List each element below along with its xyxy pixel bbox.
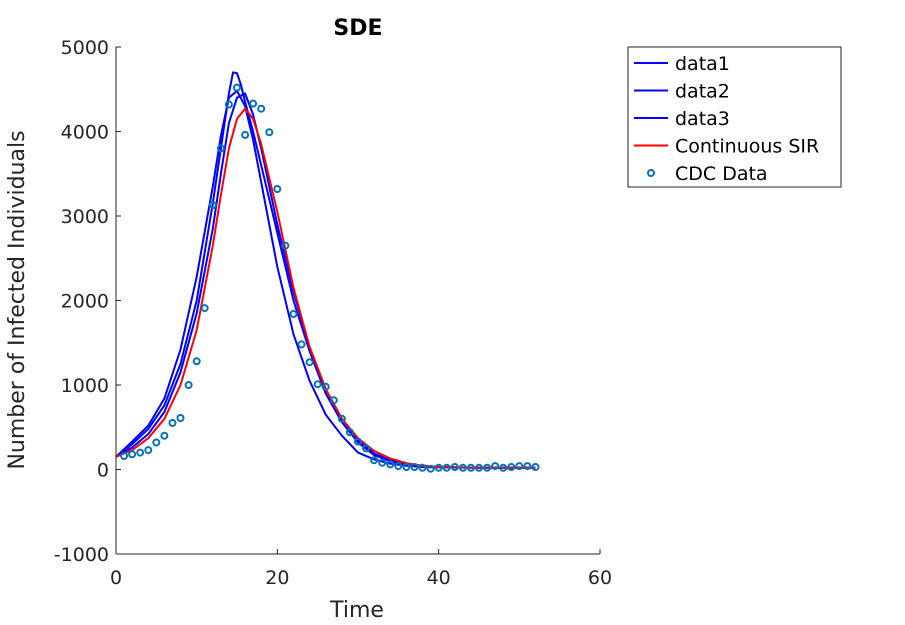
cdc-data-point [313, 380, 322, 389]
cdc-data-point [168, 419, 177, 427]
cdc-data-point [345, 428, 354, 437]
series-line-data1 [115, 71, 536, 469]
cdc-data-point [176, 414, 185, 422]
cdc-data-point [144, 446, 153, 455]
cdc-data-point [394, 462, 403, 471]
chart-title: SDE [333, 16, 382, 41]
y-tick-label: 2000 [61, 291, 109, 313]
cdc-data-point [337, 414, 346, 423]
cdc-data-point [491, 462, 500, 471]
cdc-data-point [184, 381, 193, 389]
cdc-data-point [216, 144, 225, 153]
cdc-data-point [160, 431, 169, 440]
y-axis-label: Number of Infected Individuals [5, 130, 30, 469]
cdc-data-point [224, 100, 233, 109]
cdc-data-point [434, 463, 443, 472]
cdc-data-point [402, 463, 411, 471]
cdc-data-point [386, 460, 395, 469]
legend-label: data1 [675, 53, 730, 75]
legend: data1 data2 data3 Continuous SIR CDC Data [627, 46, 842, 188]
cdc-data-point [273, 185, 282, 193]
cdc-data-point [378, 458, 387, 467]
cdc-data-point [257, 104, 266, 113]
y-tick-label: 5000 [61, 37, 109, 59]
cdc-data-point [515, 462, 524, 471]
legend-label: CDC Data [675, 163, 768, 185]
cdc-data-point [281, 241, 290, 250]
series-line-data3 [115, 92, 536, 469]
cdc-data-point [354, 437, 362, 446]
cdc-data-point [200, 304, 209, 313]
x-tick-label: 60 [588, 567, 612, 589]
cdc-data-point [426, 464, 435, 473]
x-tick-label: 40 [427, 567, 451, 589]
cdc-data-point [410, 463, 419, 471]
cdc-data-point [370, 456, 379, 465]
cdc-data-point [483, 463, 492, 472]
cdc-data-point [192, 357, 201, 366]
cdc-data-point [289, 310, 298, 318]
cdc-data-point [499, 463, 508, 472]
cdc-data-point [297, 340, 306, 349]
cdc-data-point [329, 396, 338, 405]
cdc-data-point [120, 452, 129, 460]
cdc-data-point [507, 463, 516, 471]
cdc-data-point [305, 358, 314, 367]
legend-label: data3 [675, 108, 730, 130]
y-tick-label: -1000 [54, 544, 109, 566]
cdc-data-point [233, 83, 241, 92]
x-tick-label: 20 [265, 567, 289, 589]
cdc-data-point [208, 201, 217, 209]
cdc-data-point [265, 128, 274, 137]
cdc-data-point [128, 450, 137, 459]
cdc-data-point [531, 463, 540, 471]
cdc-data-point [136, 448, 145, 457]
cdc-data-point [362, 444, 371, 453]
cdc-data-point [442, 463, 451, 472]
cdc-data-point [241, 130, 250, 139]
y-tick-label: 4000 [61, 122, 109, 144]
y-tick-label: 0 [97, 460, 109, 482]
legend-label: data2 [675, 81, 730, 103]
cdc-data-point [458, 463, 467, 472]
y-tick-label: 3000 [61, 206, 109, 228]
legend-swatch [647, 169, 655, 177]
x-tick-label: 0 [110, 567, 122, 589]
cdc-data-point [152, 438, 161, 447]
x-axis-label: Time [329, 598, 384, 623]
series-line-data2 [115, 89, 536, 469]
cdc-data-point [321, 382, 330, 391]
cdc-data-point [523, 462, 532, 471]
cdc-data-point [249, 99, 258, 108]
cdc-data-point [466, 463, 475, 472]
legend-label: Continuous SIR [675, 136, 819, 158]
cdc-data-point [418, 463, 427, 472]
y-tick-label: 1000 [61, 375, 109, 397]
cdc-data-point [450, 463, 459, 471]
plot-area [115, 71, 540, 473]
cdc-data-point [475, 463, 483, 472]
